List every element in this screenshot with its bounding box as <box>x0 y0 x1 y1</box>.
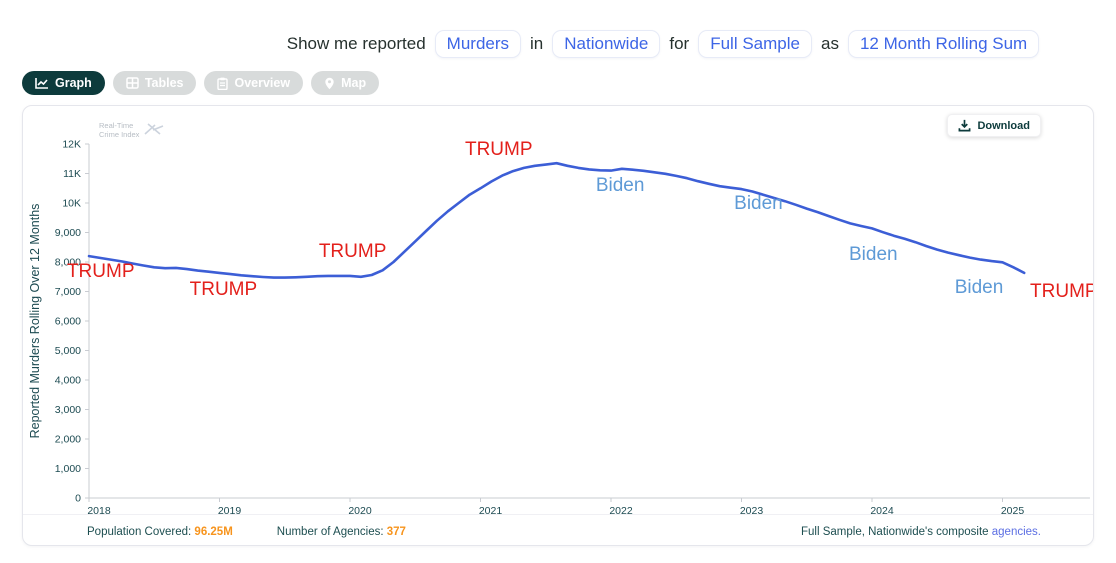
y-tick-label: 6,000 <box>55 316 81 328</box>
annotation-trump-8: TRUMP <box>1030 281 1093 302</box>
query-prefix-text: Show me reported <box>286 34 426 53</box>
brand-watermark: Real-Time Crime Index <box>99 121 165 139</box>
y-tick-label: 7,000 <box>55 286 81 298</box>
y-tick-label: 11K <box>63 168 81 180</box>
metric-dropdown[interactable]: Murders <box>434 30 522 58</box>
x-tick-label: 2022 <box>609 505 633 517</box>
annotation-trump-3: TRUMP <box>465 139 533 160</box>
y-tick-label: 9,000 <box>55 227 81 239</box>
agencies-link[interactable]: agencies. <box>991 526 1041 538</box>
y-tick-label: 8,000 <box>55 257 81 269</box>
annotation-trump-2: TRUMP <box>319 241 387 262</box>
rtci-logo-icon <box>144 123 164 135</box>
agencies-count-stat: Number of Agencies: 377 <box>276 526 406 538</box>
download-icon <box>958 119 971 132</box>
map-pin-icon <box>324 77 335 90</box>
download-button[interactable]: Download <box>947 114 1041 137</box>
agencies-count-value: 377 <box>386 526 406 538</box>
x-tick-label: 2021 <box>479 505 503 517</box>
y-tick-label: 3,000 <box>55 404 81 416</box>
annotation-biden-7: Biden <box>955 277 1004 298</box>
y-tick-label: 10K <box>62 198 81 210</box>
query-connector-in: in <box>530 34 544 53</box>
query-connector-as: as <box>820 34 839 53</box>
y-tick-label: 2,000 <box>55 434 81 446</box>
murders-line <box>87 161 1026 279</box>
annotation-trump-1: TRUMP <box>190 279 258 300</box>
view-tabs: Graph Tables Overview Map <box>22 71 1116 95</box>
location-dropdown[interactable]: Nationwide <box>552 30 661 58</box>
tab-map[interactable]: Map <box>311 71 380 95</box>
y-tick-label: 4,000 <box>55 375 81 387</box>
y-tick-label: 0 <box>75 493 81 505</box>
aggregation-dropdown[interactable]: 12 Month Rolling Sum <box>847 30 1040 58</box>
murders-line-chart: 0 1,000 2,000 3,000 4,000 5,000 6,000 7,000 8,00… <box>28 139 1093 518</box>
x-tick-label: 2025 <box>1001 505 1025 517</box>
population-covered-stat: Population Covered: 96.25M <box>87 526 233 538</box>
sample-dropdown[interactable]: Full Sample <box>698 30 812 58</box>
population-covered-value: 96.25M <box>194 526 233 538</box>
chart-card: Real-Time Crime Index Download 0 1,000 2,0… <box>22 105 1094 546</box>
y-axis-title: Reported Murders Rolling Over 12 Months <box>28 204 42 439</box>
query-connector-for: for <box>669 34 690 53</box>
line-chart-icon <box>35 77 49 89</box>
annotation-biden-4: Biden <box>596 175 645 196</box>
annotation-biden-6: Biden <box>849 244 898 265</box>
y-tick-label: 5,000 <box>55 345 81 357</box>
brand-watermark-text: Real-Time Crime Index <box>99 121 140 139</box>
x-tick-label: 2023 <box>740 505 764 517</box>
download-button-label: Download <box>977 119 1030 132</box>
annotation-biden-5: Biden <box>734 193 783 214</box>
annotation-trump-0: TRUMP <box>67 261 135 282</box>
x-tick-label: 2019 <box>218 505 242 517</box>
clipboard-icon <box>217 77 229 90</box>
chart-footer: Population Covered: 96.25M Number of Age… <box>87 526 1041 538</box>
sample-note: Full Sample, Nationwide's composite agen… <box>801 526 1041 538</box>
tab-overview[interactable]: Overview <box>204 71 304 95</box>
query-sentence: Show me reported Murders in Nationwide f… <box>0 30 1116 58</box>
footer-divider <box>23 514 1093 515</box>
tab-graph[interactable]: Graph <box>22 71 105 95</box>
y-tick-label: 1,000 <box>55 463 81 475</box>
tab-tables[interactable]: Tables <box>112 71 197 95</box>
y-tick-label: 12K <box>62 139 81 151</box>
x-tick-label: 2020 <box>348 505 372 517</box>
table-icon <box>126 77 139 89</box>
x-tick-label: 2024 <box>870 505 894 517</box>
x-tick-label: 2018 <box>87 505 111 517</box>
